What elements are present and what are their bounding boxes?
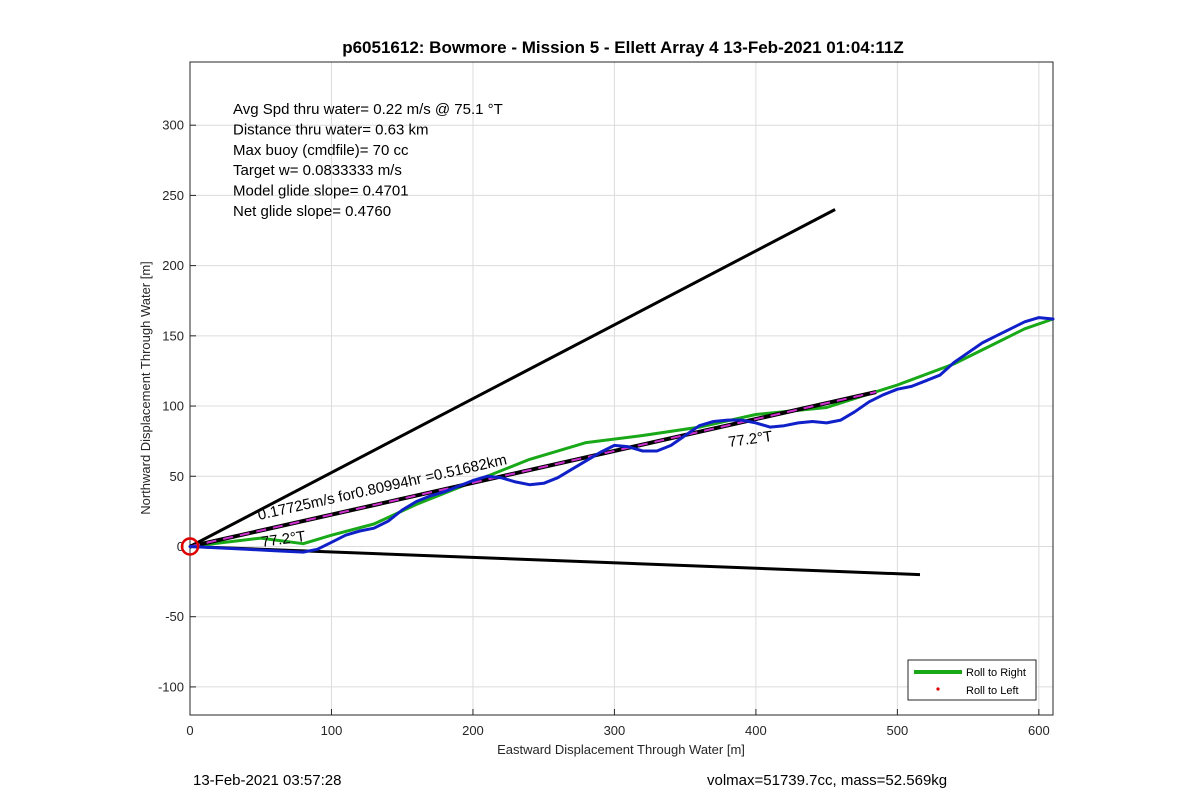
- footer-stats: volmax=51739.7cc, mass=52.569kg: [707, 772, 948, 789]
- legend-swatch-roll-left: [936, 687, 940, 691]
- start-marker: [180, 537, 200, 556]
- axis-ticks: 0 100 200 300 400 500 600 -100 -50 0 50 100 150 200 25…: [158, 118, 1050, 738]
- y-axis-label: Northward Displacement Through Water [m]: [138, 261, 153, 515]
- chart-title: p6051612: Bowmore - Mission 5 - Ellett A…: [342, 38, 904, 57]
- y-tick-label: -100: [158, 679, 184, 694]
- x-tick-label: 400: [745, 723, 767, 738]
- grid: [189, 62, 1053, 715]
- y-tick-label: 150: [162, 328, 184, 343]
- x-tick-label: 0: [186, 723, 193, 738]
- roll-to-right-line: [189, 317, 1054, 548]
- info-line: Net glide slope= 0.4760: [233, 203, 391, 220]
- legend-label-roll-right: Roll to Right: [966, 667, 1026, 679]
- x-tick-label: 100: [321, 723, 343, 738]
- glider-track-line: [188, 316, 1055, 554]
- y-tick-label: 250: [162, 188, 184, 203]
- x-tick-label: 500: [887, 723, 909, 738]
- y-tick-label: 50: [170, 469, 184, 484]
- data-layer: [180, 208, 1055, 577]
- y-tick-label: 300: [162, 118, 184, 133]
- heading-annotation-mid: 77.2°T: [727, 428, 773, 451]
- heading-annotation-start: 77.2°T: [260, 528, 306, 551]
- legend-box: [907, 659, 1037, 701]
- legend: Roll to Right Roll to Left: [907, 659, 1037, 701]
- footer-timestamp: 13-Feb-2021 03:57:28: [193, 772, 342, 789]
- x-axis-label: Eastward Displacement Through Water [m]: [497, 742, 745, 757]
- info-line: Distance thru water= 0.63 km: [233, 121, 429, 138]
- y-tick-label: 0: [177, 539, 184, 554]
- y-tick-label: 200: [162, 258, 184, 273]
- heading-bound-line: [189, 208, 836, 548]
- y-tick-label: -50: [165, 609, 184, 624]
- x-tick-label: 600: [1028, 723, 1050, 738]
- speed-annotation: 0.17725m/s for0.80994hr =0.51682km: [256, 451, 508, 524]
- legend-label-roll-left: Roll to Left: [966, 685, 1019, 697]
- x-tick-label: 200: [462, 723, 484, 738]
- info-line: Max buoy (cmdfile)= 70 cc: [233, 142, 409, 159]
- info-line: Model glide slope= 0.4701: [233, 183, 409, 200]
- y-tick-label: 100: [162, 399, 184, 414]
- info-line: Target w= 0.0833333 m/s: [233, 162, 402, 179]
- info-line: Avg Spd thru water= 0.22 m/s @ 75.1 °T: [233, 101, 503, 118]
- plot-area: [189, 61, 1054, 716]
- net-track-fit-dash: [189, 391, 877, 548]
- info-text-block: Avg Spd thru water= 0.22 m/s @ 75.1 °T Di…: [233, 101, 503, 220]
- x-tick-label: 300: [604, 723, 626, 738]
